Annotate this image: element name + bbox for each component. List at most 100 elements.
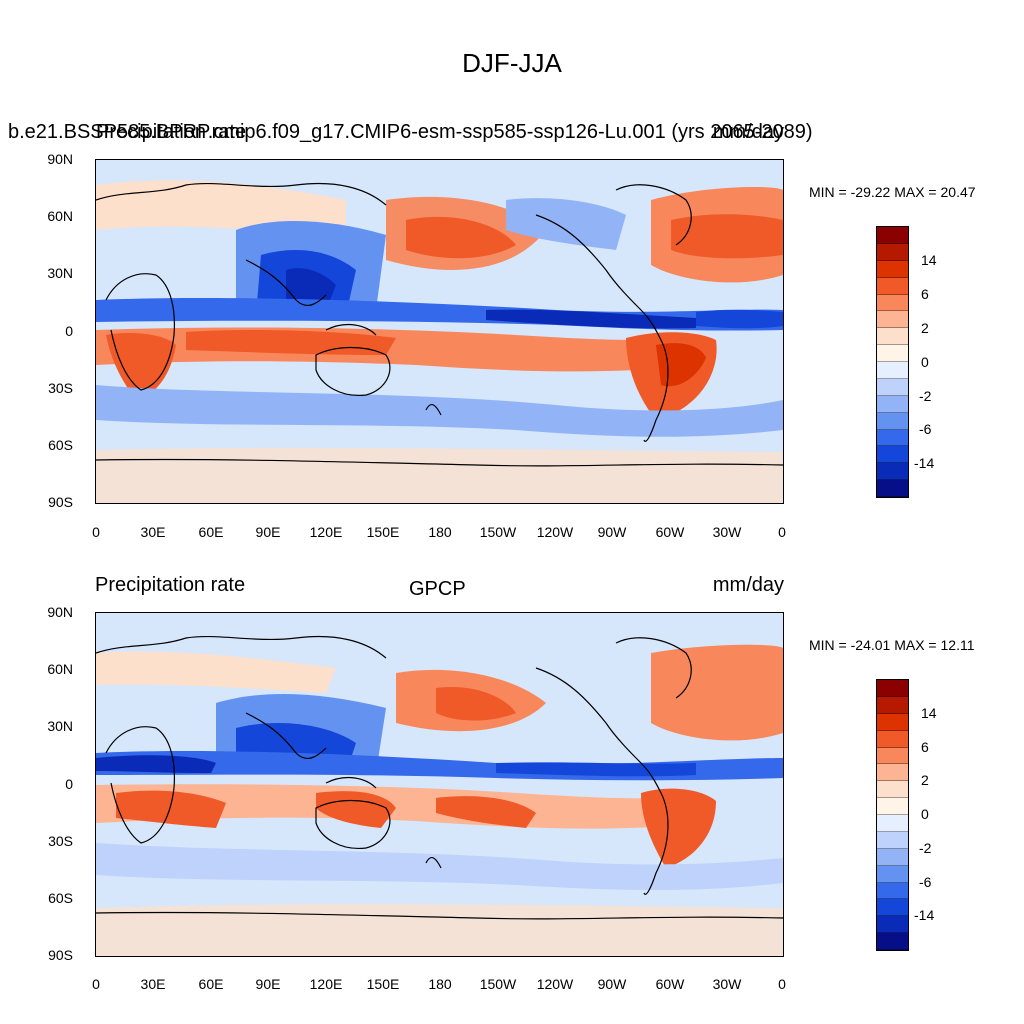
panel1-left-label: b.e21.BSSP585.BPRP.cmip6.f09_g17.CMIP6-e… [8,121,813,143]
panel1-colorbar-label: -14 [914,455,935,471]
colorbar-swatch [877,696,908,714]
panel2-lat-label: 90S [48,947,73,963]
colorbar-swatch [877,916,908,934]
colorbar-swatch [877,764,908,782]
panel2-lat-label: 90N [47,604,73,620]
panel1-lon-label: 0 [778,524,786,540]
panel2-colorbar-label: 6 [921,739,929,755]
panel1-minmax: MIN = -29.22 MAX = 20.47 [809,184,976,200]
panel2-colorbar [876,679,909,951]
panel2-lon-label: 60W [655,976,685,992]
colorbar-swatch [877,227,908,244]
panel1-lon-label: 30E [140,524,166,540]
panel2-units-label: mm/day [712,574,784,596]
colorbar-swatch [877,680,908,697]
panel2-lat-label: 0 [65,776,73,792]
panel2-colorbar-swatches [877,680,908,950]
panel1-lat-label: 90N [47,151,73,167]
panel2-lon-label: 180 [428,976,452,992]
panel1-colorbar-label: 0 [921,354,929,370]
panel2-map-svg [96,613,783,956]
colorbar-swatch [877,328,908,346]
colorbar-swatch [877,345,908,362]
colorbar-swatch [877,277,908,295]
panel2-lat-label: 30N [47,718,73,734]
panel1-lon-label: 90W [597,524,627,540]
panel2-colorbar-label: -2 [919,840,932,856]
colorbar-swatch [877,831,908,849]
panel1-colorbar-label: 2 [921,320,929,336]
panel2-lon-label: 30W [712,976,742,992]
panel2-lat-label: 60N [47,661,73,677]
colorbar-swatch [877,781,908,799]
panel2-colorbar-label: -6 [919,874,932,890]
panel2-colorbar-label: -14 [914,907,935,923]
colorbar-swatch [877,848,908,866]
colorbar-swatch [877,412,908,430]
panel1-colorbar-label: -6 [919,421,932,437]
colorbar-swatch [877,882,908,900]
panel1-colorbar-label: 14 [921,252,937,268]
colorbar-swatch [877,362,908,379]
colorbar-swatch [877,865,908,883]
colorbar-swatch [877,429,908,447]
colorbar-swatch [877,899,908,917]
panel2-lon-label: 90W [597,976,627,992]
panel1-lon-label: 180 [428,524,452,540]
panel1-lon-label: 150E [366,524,400,540]
panel1-lat-label: 90S [48,494,73,510]
colorbar-swatch [877,463,908,481]
panel2-colorbar-label: 14 [921,705,937,721]
colorbar-swatch [877,933,908,950]
panel1-lon-label: 60W [655,524,685,540]
panel1-lat-label: 60N [47,208,73,224]
colorbar-swatch [877,798,908,815]
panel2-minmax: MIN = -24.01 MAX = 12.11 [809,637,975,653]
panel1-lat-label: 30S [48,380,73,396]
colorbar-swatch [877,747,908,765]
colorbar-swatch [877,446,908,464]
panel2-colorbar-label: 0 [921,806,929,822]
panel1-lon-label: 0 [92,524,100,540]
panel1-colorbar-label: 6 [921,286,929,302]
panel1-units-label: mm/day [712,121,784,143]
panel2-lon-label: 0 [778,976,786,992]
panel1-lon-label: 60E [198,524,224,540]
colorbar-swatch [877,730,908,748]
panel1-lat-label: 0 [65,323,73,339]
panel1-left-overprint-label: Precipitation rate [96,121,247,143]
panel2-map [95,612,784,957]
colorbar-swatch [877,713,908,731]
panel2-lon-label: 90E [255,976,281,992]
panel2-colorbar-label: 2 [921,772,929,788]
panel2-lat-label: 60S [48,890,73,906]
panel2-left-label: Precipitation rate [95,574,246,596]
panel1-colorbar [876,226,909,498]
panel1-lon-label: 30W [712,524,742,540]
colorbar-swatch [877,378,908,396]
panel2-lon-label: 120E [309,976,343,992]
colorbar-swatch [877,815,908,832]
panel1-lon-label: 120W [536,524,574,540]
colorbar-swatch [877,480,908,497]
panel2-lon-label: 150W [479,976,517,992]
colorbar-swatch [877,294,908,312]
panel1-lon-label: 90E [255,524,281,540]
panel2-lon-label: 60E [198,976,224,992]
panel1-map [95,159,784,504]
panel2-lat-label: 30S [48,833,73,849]
panel1-lon-label: 150W [479,524,517,540]
panel2-lon-label: 120W [536,976,574,992]
panel2-lon-label: 30E [140,976,166,992]
panel1-map-svg [96,160,783,503]
panel1-lat-label: 30N [47,265,73,281]
colorbar-swatch [877,260,908,278]
panel2-center-label: GPCP [409,578,466,600]
panel1-lat-label: 60S [48,437,73,453]
panel2-lon-label: 150E [366,976,400,992]
panel1-colorbar-swatches [877,227,908,497]
colorbar-swatch [877,311,908,329]
panel2-lon-label: 0 [92,976,100,992]
panel1-colorbar-label: -2 [919,388,932,404]
colorbar-swatch [877,395,908,413]
